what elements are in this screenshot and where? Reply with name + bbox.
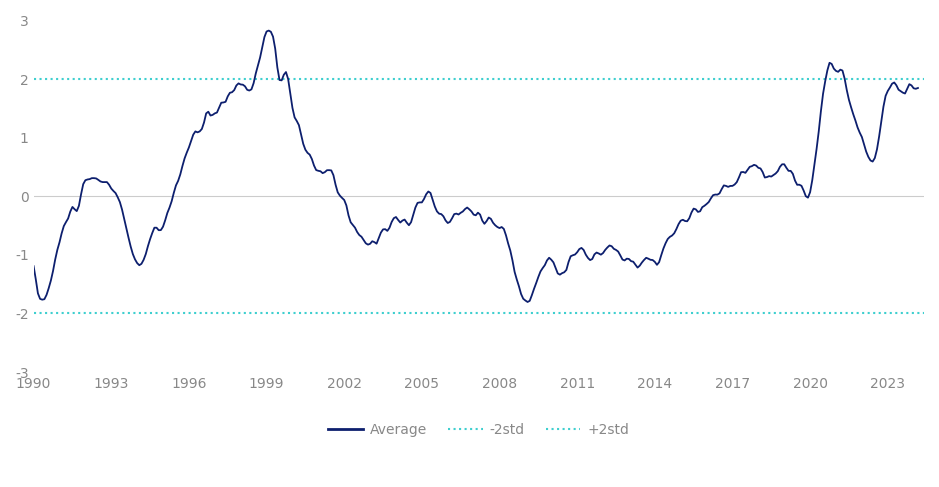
Legend: Average, -2std, +2std: Average, -2std, +2std	[323, 417, 635, 443]
